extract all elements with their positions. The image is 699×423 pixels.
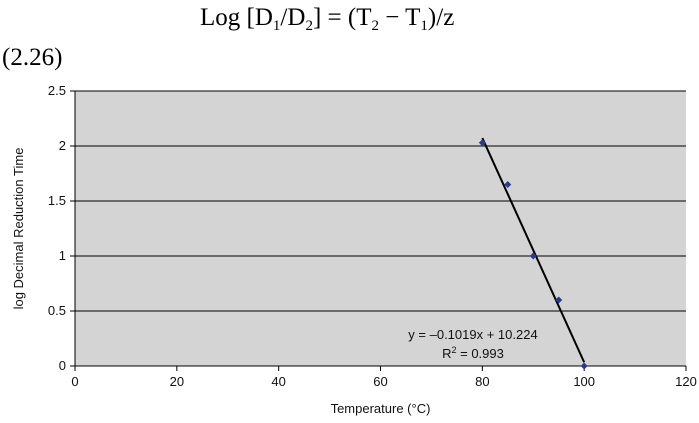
data-point: [504, 181, 512, 188]
equation-z: z: [443, 4, 455, 31]
equation-log: Log: [200, 4, 241, 31]
equation-t1: T: [405, 4, 421, 31]
data-point: [529, 252, 537, 260]
x-tick-label: 120: [675, 374, 697, 389]
equation-t2-subscript: 2: [371, 18, 379, 34]
data-point: [555, 296, 563, 304]
y-tick-label: 2: [59, 138, 66, 153]
x-tick-label: 60: [373, 374, 387, 389]
x-tick-label: 20: [170, 374, 184, 389]
equation: Log [D1/D2] = (T2 − T1)/z: [200, 4, 455, 34]
equation-d1-subscript: 1: [272, 18, 281, 34]
equation-t1-subscript: 1: [420, 18, 428, 34]
y-axis-label: log Decimal Reduction Time: [11, 148, 26, 310]
x-tick-label: 40: [271, 374, 285, 389]
scatter-chart: 0 0.5 1 1.5 2 2.5 0 20 40 60 80 100 120 Temperature (…: [11, 83, 697, 416]
trendline-r2: R2 = 0.993: [442, 345, 504, 361]
y-tick-label: 0.5: [48, 303, 66, 318]
plot-area: [75, 91, 686, 366]
trendline-equation: y = –0.1019x + 10.224: [408, 327, 537, 342]
y-tick-label: 1: [59, 248, 66, 263]
x-tick-label: 0: [71, 374, 78, 389]
equation-t2: T: [356, 4, 372, 31]
x-tick-label: 80: [475, 374, 489, 389]
data-point: [478, 139, 486, 147]
equation-d2: D: [287, 4, 306, 31]
y-tick-label: 2.5: [48, 83, 66, 98]
x-axis-label: Temperature (°C): [331, 401, 431, 416]
equation-d2-subscript: 2: [305, 18, 313, 34]
x-tick-label: 100: [573, 374, 595, 389]
equation-d1: D: [254, 4, 273, 31]
y-tick-label: 0: [59, 358, 66, 373]
trendline: [481, 137, 586, 363]
y-tick-label: 1.5: [48, 193, 66, 208]
data-point: [580, 362, 588, 370]
equation-number: (2.26): [2, 44, 63, 71]
